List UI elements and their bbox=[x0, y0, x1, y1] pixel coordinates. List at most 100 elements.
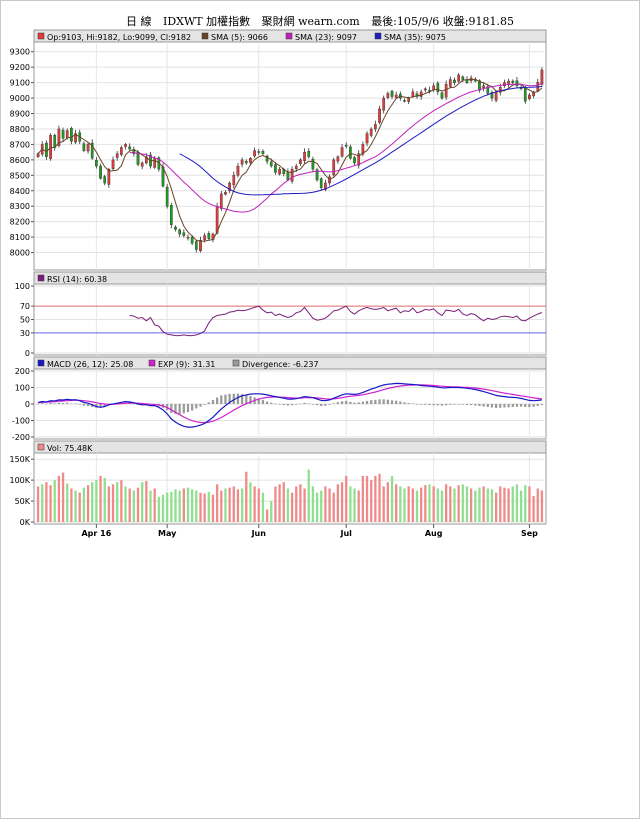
macd-legend: MACD (26, 12): 25.08 EXP (9): 31.31 Dive… bbox=[37, 359, 319, 369]
price-ytick-label: 9100 bbox=[10, 79, 30, 88]
divergence-bar bbox=[494, 404, 498, 408]
candle-body bbox=[344, 144, 348, 147]
candle-body bbox=[486, 86, 490, 94]
volume-bar bbox=[453, 488, 456, 522]
candle-body bbox=[382, 97, 386, 111]
volume-bar bbox=[91, 482, 94, 522]
divergence-bar bbox=[74, 403, 77, 405]
divergence-bar bbox=[103, 404, 106, 407]
volume-bar bbox=[41, 484, 44, 522]
volume-bar bbox=[240, 488, 244, 522]
divergence-bar bbox=[132, 403, 135, 405]
divergence-bar bbox=[278, 404, 281, 405]
macd-legend-bar bbox=[33, 356, 547, 370]
divergence-bar bbox=[228, 393, 231, 404]
candle-body bbox=[82, 143, 86, 151]
divergence-bar bbox=[532, 404, 535, 407]
divergence-bar bbox=[265, 401, 269, 404]
candle-body bbox=[169, 205, 173, 225]
volume-ytick-label: 50K bbox=[15, 497, 31, 506]
volume-bar bbox=[399, 486, 402, 522]
rsi-ytick-label: 30 bbox=[20, 329, 30, 338]
divergence-bar bbox=[328, 404, 331, 405]
divergence-bar bbox=[178, 404, 181, 414]
volume-ytick-label: 150K bbox=[9, 455, 30, 464]
volume-bar bbox=[53, 480, 56, 522]
volume-bar bbox=[540, 490, 544, 522]
candle-body bbox=[448, 79, 452, 87]
divergence-bar bbox=[499, 404, 502, 408]
rsi-swatch bbox=[37, 274, 45, 282]
volume-bar bbox=[494, 492, 498, 522]
volume-bar bbox=[170, 491, 173, 522]
candle-body bbox=[165, 186, 169, 207]
volume-bar bbox=[249, 482, 252, 522]
candle-body bbox=[49, 134, 52, 159]
volume-bar bbox=[299, 484, 302, 522]
divergence-bar bbox=[86, 404, 90, 406]
volume-bar bbox=[265, 509, 269, 522]
divergence-bar bbox=[357, 402, 360, 404]
candle-body bbox=[178, 229, 182, 235]
sma23-line bbox=[129, 82, 543, 213]
divergence-bar bbox=[207, 402, 210, 404]
volume-bar bbox=[411, 488, 414, 522]
divergence-bar bbox=[524, 404, 527, 407]
volume-bar bbox=[220, 490, 223, 522]
divergence-bar bbox=[374, 399, 377, 404]
volume-bar bbox=[245, 471, 248, 522]
divergence-bar bbox=[220, 395, 223, 404]
divergence-bar bbox=[49, 402, 52, 404]
volume-ytick-label: 100K bbox=[9, 476, 30, 485]
volume-bar bbox=[66, 483, 69, 522]
divergence-bar bbox=[286, 404, 290, 406]
price-ytick-label: 8000 bbox=[10, 249, 30, 258]
divergence-bar bbox=[245, 395, 248, 404]
divergence-bar bbox=[345, 400, 348, 404]
volume-bar bbox=[278, 484, 281, 522]
macd-swatch bbox=[37, 359, 45, 367]
candle-body bbox=[153, 158, 157, 168]
volume-panel bbox=[33, 440, 547, 525]
macd-ytick-label: -200 bbox=[12, 433, 30, 442]
candle-body bbox=[453, 79, 456, 83]
divergence-bar bbox=[378, 399, 381, 404]
candle-body bbox=[253, 150, 256, 157]
volume-bar bbox=[128, 488, 131, 522]
divergence-bar bbox=[274, 403, 277, 405]
candle-body bbox=[423, 88, 427, 91]
volume-bar bbox=[224, 488, 227, 522]
candle-body bbox=[515, 80, 519, 86]
volume-bar bbox=[503, 487, 506, 522]
volume-bar bbox=[532, 496, 535, 522]
price-ytick-label: 9000 bbox=[10, 94, 30, 103]
rsi-legend: RSI (14): 60.38 bbox=[37, 274, 107, 284]
price-ytick-label: 9300 bbox=[10, 48, 30, 57]
divergence-bar bbox=[295, 404, 298, 405]
candle-body bbox=[107, 168, 111, 185]
volume-bar bbox=[86, 485, 90, 522]
divergence-bar bbox=[507, 404, 510, 408]
volume-bar bbox=[257, 488, 260, 522]
volume-bar bbox=[357, 490, 360, 522]
candle-body bbox=[144, 156, 148, 164]
divergence-bar bbox=[82, 404, 86, 406]
volume-bar bbox=[286, 488, 290, 522]
volume-bar bbox=[345, 475, 348, 522]
volume-bar bbox=[365, 475, 369, 522]
divergence-bar bbox=[70, 403, 73, 405]
x-tick-label: Apr 16 bbox=[81, 529, 111, 538]
divergence-bar bbox=[195, 404, 198, 409]
candle-body bbox=[274, 164, 277, 173]
candle-body bbox=[53, 134, 57, 148]
rsi-ytick-label: 70 bbox=[20, 302, 30, 311]
divergence-bar bbox=[461, 404, 464, 405]
divergence-bar bbox=[407, 403, 410, 404]
volume-bar bbox=[103, 478, 106, 522]
divergence-bar bbox=[270, 402, 273, 404]
exp-swatch bbox=[148, 359, 156, 367]
candle-body bbox=[490, 92, 494, 99]
volume-bar bbox=[315, 492, 319, 522]
divergence-bar bbox=[199, 404, 202, 407]
volume-bar bbox=[74, 490, 77, 522]
